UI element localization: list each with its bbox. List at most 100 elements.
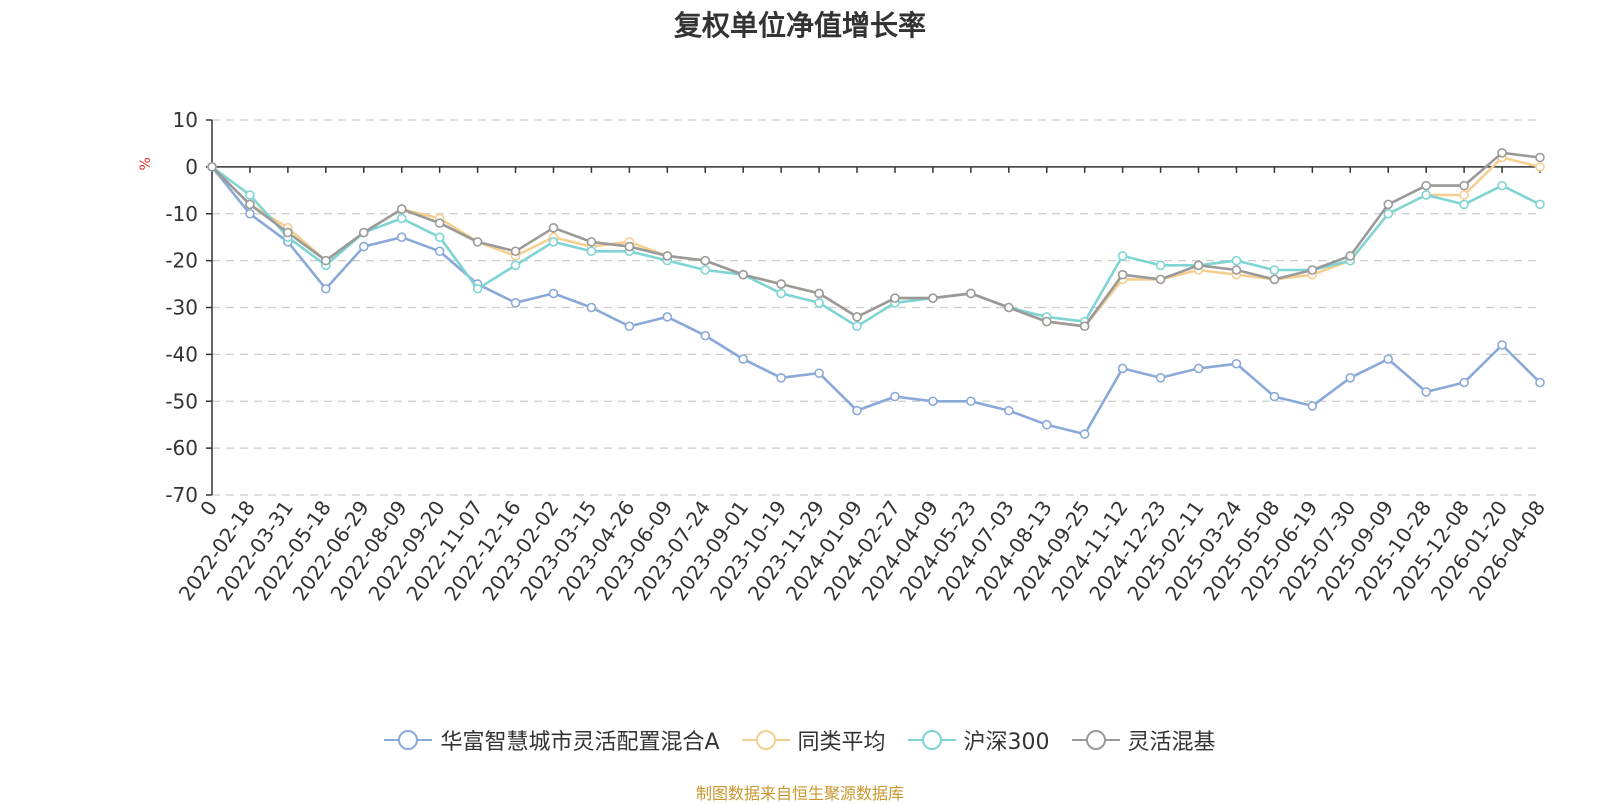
data-point bbox=[586, 246, 597, 257]
data-point bbox=[586, 237, 597, 247]
data-point bbox=[776, 373, 786, 383]
data-point bbox=[1383, 354, 1394, 364]
data-point bbox=[1231, 265, 1242, 275]
data-point bbox=[1117, 251, 1128, 261]
legend-marker-icon bbox=[1071, 730, 1120, 750]
data-point bbox=[1269, 274, 1280, 285]
y-tick-label: -10 bbox=[165, 202, 198, 226]
data-point bbox=[510, 298, 521, 308]
data-point bbox=[1193, 260, 1204, 271]
data-point bbox=[1269, 265, 1280, 275]
data-point bbox=[1421, 180, 1431, 191]
legend-marker-icon bbox=[741, 730, 790, 750]
data-point bbox=[814, 298, 824, 308]
legend-marker-icon bbox=[907, 730, 956, 750]
y-tick-label: -20 bbox=[165, 249, 198, 273]
data-point bbox=[1421, 387, 1431, 397]
data-point bbox=[1459, 180, 1469, 191]
data-point bbox=[1345, 373, 1356, 383]
data-point bbox=[1459, 199, 1469, 210]
data-point bbox=[1079, 429, 1090, 439]
data-point bbox=[624, 321, 635, 332]
legend-item[interactable]: 华富智慧城市灵活配置混合A bbox=[384, 724, 720, 756]
data-point bbox=[700, 255, 711, 266]
data-point bbox=[1383, 208, 1394, 219]
data-point bbox=[1383, 199, 1394, 210]
series-line-3 bbox=[211, 165, 1541, 328]
y-tick-label: -30 bbox=[165, 296, 198, 320]
data-point bbox=[434, 218, 445, 228]
data-point bbox=[1003, 302, 1014, 313]
data-point bbox=[283, 227, 293, 238]
data-point bbox=[1535, 152, 1545, 163]
label-layer: 100-10-20-30-40-50-60-70%02022-02-182022… bbox=[138, 108, 1550, 605]
data-point bbox=[1193, 363, 1204, 374]
series-layer bbox=[207, 148, 1545, 439]
data-point bbox=[852, 312, 862, 322]
chart-title: 复权单位净值增长率 bbox=[673, 9, 926, 42]
data-point bbox=[776, 279, 786, 289]
y-tick-label: -60 bbox=[165, 436, 198, 460]
data-point bbox=[1497, 340, 1507, 350]
legend: 华富智慧城市灵活配置混合A 同类平均 沪深300 灵活混基 bbox=[0, 724, 1600, 756]
data-point bbox=[358, 227, 369, 238]
data-point bbox=[1079, 321, 1090, 332]
data-point bbox=[1041, 316, 1052, 327]
data-point bbox=[814, 288, 824, 299]
data-point bbox=[510, 246, 521, 257]
data-point bbox=[814, 368, 824, 378]
data-point bbox=[1535, 199, 1545, 210]
legend-item[interactable]: 沪深300 bbox=[907, 724, 1050, 756]
data-point bbox=[1155, 274, 1166, 285]
data-point bbox=[586, 302, 597, 313]
data-point bbox=[738, 269, 749, 280]
data-point bbox=[434, 246, 445, 257]
legend-item[interactable]: 灵活混基 bbox=[1071, 724, 1216, 756]
data-point bbox=[1231, 255, 1242, 266]
data-point bbox=[1231, 358, 1242, 369]
data-point bbox=[245, 190, 255, 200]
data-point bbox=[1041, 419, 1052, 430]
axis-layer bbox=[206, 119, 1541, 496]
source-note: 制图数据来自恒生聚源数据库 bbox=[695, 784, 904, 803]
series-line-4 bbox=[211, 151, 1541, 328]
data-point bbox=[1003, 405, 1014, 416]
data-point bbox=[1155, 373, 1166, 383]
data-point bbox=[548, 237, 559, 247]
data-point bbox=[245, 199, 255, 210]
y-tick-label: 0 bbox=[185, 155, 198, 179]
legend-label: 华富智慧城市灵活配置混合A bbox=[440, 730, 720, 755]
legend-item[interactable]: 同类平均 bbox=[741, 724, 886, 756]
data-point bbox=[396, 204, 407, 214]
data-point bbox=[1497, 148, 1507, 158]
data-point bbox=[1307, 265, 1318, 275]
data-point bbox=[472, 283, 483, 294]
line-chart: 100-10-20-30-40-50-60-70%02022-02-182022… bbox=[138, 108, 1550, 605]
data-point bbox=[1155, 260, 1166, 271]
data-point bbox=[1421, 190, 1431, 200]
data-point bbox=[510, 260, 521, 271]
data-point bbox=[548, 288, 559, 299]
data-point bbox=[396, 232, 407, 242]
data-point bbox=[966, 396, 976, 407]
y-axis-unit-label: % bbox=[138, 157, 154, 170]
data-point bbox=[776, 288, 786, 299]
legend-marker-icon bbox=[384, 730, 433, 750]
data-point bbox=[852, 321, 862, 332]
y-tick-label: 10 bbox=[173, 108, 198, 132]
data-point bbox=[700, 330, 711, 341]
data-point bbox=[1535, 162, 1545, 172]
data-point bbox=[662, 312, 673, 322]
y-tick-label: -50 bbox=[165, 389, 198, 413]
data-point bbox=[1459, 190, 1469, 200]
data-point bbox=[1117, 363, 1128, 374]
data-point bbox=[700, 265, 711, 275]
data-point bbox=[890, 391, 900, 402]
data-point bbox=[434, 232, 445, 242]
y-tick-label: -70 bbox=[165, 483, 198, 507]
data-point bbox=[662, 251, 673, 261]
data-point bbox=[548, 223, 559, 233]
data-point bbox=[321, 283, 331, 294]
legend-label: 沪深300 bbox=[963, 730, 1050, 755]
data-point bbox=[852, 405, 862, 416]
